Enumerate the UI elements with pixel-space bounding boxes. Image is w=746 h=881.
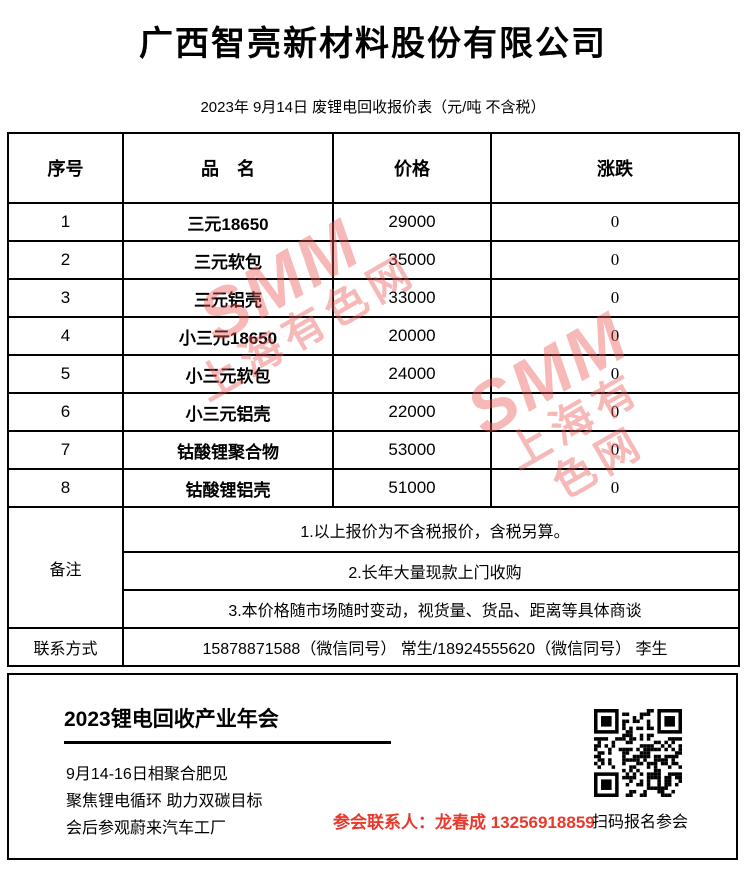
notes-row-1: 备注 1.以上报价为不含税报价，含税另算。 — [7, 506, 740, 629]
change-cell: 0 — [490, 202, 740, 242]
table-header-row: 序号 品 名 价格 涨跌 — [7, 132, 740, 204]
price-cell: 24000 — [332, 354, 492, 394]
name-cell: 三元软包 — [122, 240, 334, 280]
change-cell: 0 — [490, 354, 740, 394]
price-table: 序号 品 名 价格 涨跌 1 三元18650 29000 0 2 三元软包 35000 0 3 三… — [7, 132, 740, 667]
contact-label: 联系方式 — [7, 627, 124, 667]
event-line: 会后参观蔚来汽车工厂 — [66, 820, 227, 837]
price-cell: 20000 — [332, 316, 492, 356]
price-cell: 53000 — [332, 430, 492, 470]
price-cell: 29000 — [332, 202, 492, 242]
event-contact-red: 参会联系人：龙春成 13256918859 — [333, 813, 595, 832]
index-cell: 7 — [7, 430, 124, 470]
qr-code-icon — [594, 709, 682, 797]
change-cell: 0 — [490, 430, 740, 470]
change-cell: 0 — [490, 278, 740, 318]
table-row: 5 小三元软包 24000 0 — [7, 354, 740, 394]
change-cell: 0 — [490, 316, 740, 356]
name-cell: 钴酸锂聚合物 — [122, 430, 334, 470]
index-cell: 2 — [7, 240, 124, 280]
event-line: 聚焦锂电循环 助力双碳目标 — [66, 793, 263, 810]
event-line: 9月14-16日相聚合肥见 — [66, 766, 228, 783]
title-underline — [64, 741, 391, 744]
change-cell: 0 — [490, 392, 740, 432]
name-cell: 小三元软包 — [122, 354, 334, 394]
notes-row-2: 2.长年大量现款上门收购 — [8, 551, 740, 591]
index-cell: 1 — [7, 202, 124, 242]
notes-row-3: 3.本价格随市场随时变动，视货量、货品、距离等具体商谈 — [8, 589, 740, 629]
index-cell: 4 — [7, 316, 124, 356]
index-cell: 6 — [7, 392, 124, 432]
index-cell: 8 — [7, 468, 124, 508]
table-row: 1 三元18650 29000 0 — [7, 202, 740, 242]
contact-value: 15878871588（微信同号） 常生/18924555620（微信同号） 李… — [122, 627, 740, 667]
note-text-2: 2.长年大量现款上门收购 — [122, 551, 740, 591]
name-cell: 钴酸锂铝壳 — [122, 468, 334, 508]
note-text-3: 3.本价格随市场随时变动，视货量、货品、距离等具体商谈 — [122, 589, 740, 629]
note-text-1: 1.以上报价为不含税报价，含税另算。 — [122, 506, 740, 553]
table-row: 2 三元软包 35000 0 — [7, 240, 740, 280]
price-cell: 33000 — [332, 278, 492, 318]
name-cell: 小三元铝壳 — [122, 392, 334, 432]
index-cell: 5 — [7, 354, 124, 394]
header-cell-index: 序号 — [7, 132, 124, 204]
index-cell: 3 — [7, 278, 124, 318]
header-cell-change: 涨跌 — [490, 132, 740, 204]
change-cell: 0 — [490, 468, 740, 508]
table-row: 7 钴酸锂聚合物 53000 0 — [7, 430, 740, 470]
notes-label: 备注 — [7, 506, 124, 629]
name-cell: 三元铝壳 — [122, 278, 334, 318]
table-row: 8 钴酸锂铝壳 51000 0 — [7, 468, 740, 508]
price-cell: 51000 — [332, 468, 492, 508]
qr-caption: 扫码报名参会 — [592, 814, 689, 831]
header-cell-price: 价格 — [332, 132, 492, 204]
table-row: 3 三元铝壳 33000 0 — [7, 278, 740, 318]
header-cell-name: 品 名 — [122, 132, 334, 204]
change-cell: 0 — [490, 240, 740, 280]
table-row: 4 小三元18650 20000 0 — [7, 316, 740, 356]
price-cell: 35000 — [332, 240, 492, 280]
contact-row: 联系方式 15878871588（微信同号） 常生/18924555620（微信… — [7, 627, 740, 667]
page-subtitle: 2023年 9月14日 废锂电回收报价表（元/吨 不含税） — [200, 99, 546, 116]
event-title: 2023锂电回收产业年会 — [64, 708, 279, 731]
name-cell: 小三元18650 — [122, 316, 334, 356]
price-cell: 22000 — [332, 392, 492, 432]
table-row: 6 小三元铝壳 22000 0 — [7, 392, 740, 432]
name-cell: 三元18650 — [122, 202, 334, 242]
event-banner: 2023锂电回收产业年会 9月14-16日相聚合肥见 聚焦锂电循环 助力双碳目标… — [7, 673, 738, 860]
page-title: 广西智亮新材料股份有限公司 — [139, 25, 607, 63]
